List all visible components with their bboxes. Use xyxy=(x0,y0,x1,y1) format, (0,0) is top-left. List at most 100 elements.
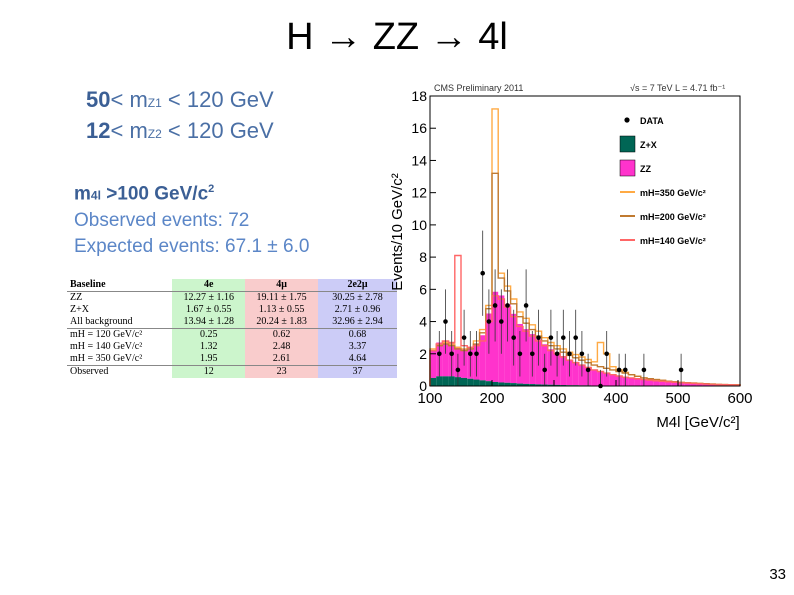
table-cell: 2.71 ± 0.96 xyxy=(318,304,397,316)
data-point xyxy=(641,367,647,373)
data-point xyxy=(567,351,572,357)
zx-bar xyxy=(479,380,486,386)
data-point xyxy=(523,303,529,308)
zx-bar xyxy=(485,381,492,386)
zx-bar xyxy=(554,384,561,386)
data-point xyxy=(486,319,492,324)
table-header: Baseline 4e 4μ 2e2μ xyxy=(67,279,397,292)
zz-bar xyxy=(504,303,511,383)
legend-label: mH=140 GeV/c² xyxy=(640,236,706,246)
x-tick-label: 500 xyxy=(665,390,690,407)
table-cell: 13.94 ± 1.28 xyxy=(172,316,246,329)
m4l-histogram: CMS Preliminary 2011 √s = 7 TeV L = 4.71… xyxy=(389,83,752,431)
table-cell: 19.11 ± 1.75 xyxy=(245,291,319,304)
table-row: Z+X 1.67 ± 0.55 1.13 ± 0.55 2.71 ± 0.96 xyxy=(67,304,397,316)
y-tick-label: 8 xyxy=(419,249,427,265)
zx-bar xyxy=(547,384,554,386)
zz-bar xyxy=(560,356,567,386)
zx-bar xyxy=(498,382,505,386)
legend-label: DATA xyxy=(640,116,664,126)
zx-bar xyxy=(461,377,468,386)
table-header-cell: Baseline xyxy=(67,279,173,292)
data-point xyxy=(561,335,566,340)
y-tick-label: 4 xyxy=(419,314,427,330)
table-cell: mH = 120 GeV/c² xyxy=(67,328,173,341)
zz-bar xyxy=(547,349,554,385)
cut-mz2: 12< mZ2 < 120 GeV xyxy=(86,118,274,143)
table-header-cell: 4μ xyxy=(245,279,319,292)
zz-bar xyxy=(634,378,641,386)
m4l-cut: m4l >100 GeV/c2 xyxy=(74,183,215,205)
data-point xyxy=(536,335,541,340)
table-cell: 37 xyxy=(318,365,397,378)
table-cell: 4.64 xyxy=(318,353,397,366)
zz-bar xyxy=(684,382,691,386)
x-tick-label: 100 xyxy=(417,390,442,407)
table-cell: 0.25 xyxy=(172,328,246,341)
table-cell: 30.25 ± 2.78 xyxy=(318,291,397,304)
y-tick-label: 18 xyxy=(411,88,427,104)
table-cell: 23 xyxy=(245,365,319,378)
table-row: mH = 350 GeV/c² 1.95 2.61 4.64 xyxy=(67,353,397,366)
table-row: mH = 140 GeV/c² 1.32 2.48 3.37 xyxy=(67,341,397,353)
zz-bar xyxy=(628,377,635,386)
zz-bar xyxy=(665,381,672,386)
table-cell: ZZ xyxy=(70,292,83,303)
x-tick-label: 600 xyxy=(727,390,752,407)
zz-bar xyxy=(572,361,579,386)
data-point xyxy=(468,351,473,357)
data-point xyxy=(678,367,684,373)
table-row: All background 13.94 ± 1.28 20.24 ± 1.83… xyxy=(67,316,397,329)
data-point xyxy=(480,270,485,276)
zx-bar xyxy=(529,384,536,386)
y-tick-label: 12 xyxy=(411,185,427,201)
zz-bar xyxy=(479,335,486,381)
data-point xyxy=(492,303,498,308)
legend-label: mH=350 GeV/c² xyxy=(640,188,706,198)
mass-cuts: 50< mZ1 < 120 GeV 12< mZ2 < 120 GeV xyxy=(86,86,274,148)
table-cell: 0.62 xyxy=(245,328,319,341)
data-point xyxy=(573,335,578,340)
table-cell: 1.13 ± 0.55 xyxy=(245,304,319,316)
table-cell: All background xyxy=(70,316,133,327)
data-point xyxy=(499,319,504,324)
zz-bar xyxy=(430,350,437,378)
table-cell: 2.61 xyxy=(245,353,319,366)
table-cell: 20.24 ± 1.83 xyxy=(245,316,319,329)
data-point xyxy=(511,335,516,340)
data-point xyxy=(579,351,585,357)
zx-bar xyxy=(510,383,517,386)
data-point xyxy=(616,367,622,373)
legend-label: Z+X xyxy=(640,140,657,150)
data-point xyxy=(505,303,510,308)
zz-bar xyxy=(442,340,449,377)
cut-mz1: 50< mZ1 < 120 GeV xyxy=(86,87,274,112)
zx-bar xyxy=(436,376,443,386)
data-point xyxy=(461,335,467,340)
data-point xyxy=(554,351,560,357)
zx-bar xyxy=(504,382,511,386)
zx-bar xyxy=(430,377,437,386)
data-point xyxy=(443,319,448,324)
table-cell: 12.27 ± 1.16 xyxy=(172,291,246,304)
zx-bar xyxy=(492,381,499,386)
table-header-cell: 2e2μ xyxy=(318,279,397,292)
data-point xyxy=(542,367,547,373)
table-cell: 1.32 xyxy=(172,341,246,353)
zx-bar xyxy=(516,383,523,386)
zz-bar xyxy=(690,383,697,386)
zx-bar xyxy=(523,383,530,386)
observed-events: Observed events: 72 xyxy=(74,210,250,232)
table-row: mH = 120 GeV/c² 0.25 0.62 0.68 xyxy=(67,328,397,341)
chart-header-right: √s = 7 TeV L = 4.71 fb⁻¹ xyxy=(630,83,725,93)
zz-bar xyxy=(609,374,616,386)
selection-summary: m4l >100 GeV/c2 Observed events: 72 Expe… xyxy=(74,176,309,260)
table-row: Observed 12 23 37 xyxy=(67,365,397,378)
plot-frame xyxy=(429,95,741,387)
zx-bar xyxy=(448,376,455,386)
data-point xyxy=(604,351,609,357)
table-cell: 1.95 xyxy=(172,353,246,366)
x-tick-label: 200 xyxy=(479,390,504,407)
legend-label: ZZ xyxy=(640,164,651,174)
table-cell: 0.68 xyxy=(318,328,397,341)
